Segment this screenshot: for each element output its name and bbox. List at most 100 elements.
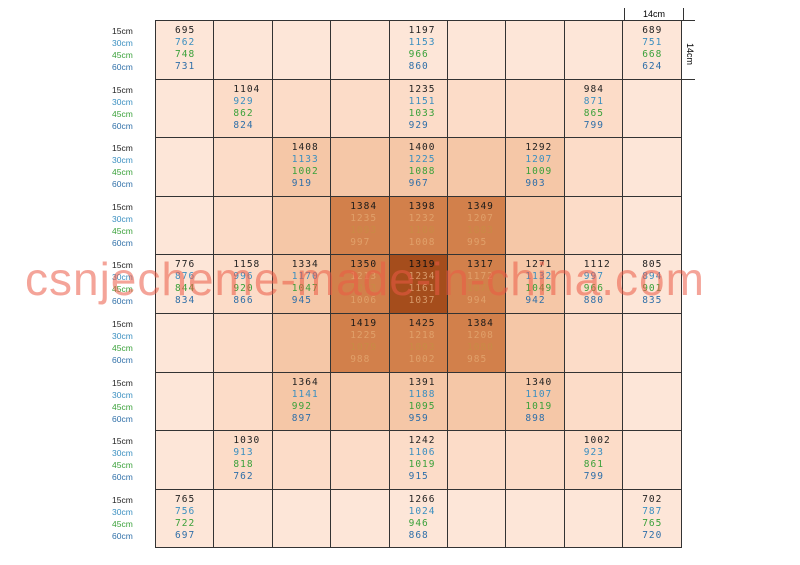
data-label: 624 <box>642 61 663 72</box>
data-label: 1235 <box>350 212 378 224</box>
depth-label: 30cm <box>112 506 133 517</box>
data-label: 1349 <box>467 200 494 212</box>
scale-y-marker: 14cm <box>681 20 695 80</box>
data-label: 871 <box>583 95 604 107</box>
grid-cell <box>563 371 624 432</box>
grid-cell <box>563 488 624 549</box>
grid-cell <box>563 195 624 256</box>
data-label: 1266 <box>408 493 436 505</box>
data-label: 799 <box>583 119 604 131</box>
data-label: 1019 <box>408 459 436 471</box>
data-label: 1213 <box>350 271 378 283</box>
data-label: 1384 <box>350 200 378 212</box>
grid-cell <box>563 78 624 139</box>
data-label: 985 <box>467 354 488 365</box>
depth-label: 15cm <box>112 319 133 329</box>
data-label: 880 <box>583 295 604 307</box>
depth-label: 60cm <box>112 179 133 190</box>
data-label: 997 <box>583 271 604 283</box>
data-label: 946 <box>408 517 429 529</box>
grid-cell <box>447 254 507 314</box>
data-label: 720 <box>642 529 663 541</box>
data-label: 844 <box>175 283 196 295</box>
grid-cell <box>155 20 215 80</box>
data-label: 1100 <box>408 224 436 236</box>
grid-cell <box>388 430 448 490</box>
data-label: 913 <box>233 447 254 459</box>
data-label: 1207 <box>467 212 494 224</box>
data-label: 920 <box>233 283 254 295</box>
data-label: 1002 <box>408 354 436 365</box>
depth-label: 45cm <box>112 460 133 471</box>
data-label: 984 <box>583 83 604 95</box>
grid-cell <box>330 195 390 256</box>
data-label: 866 <box>233 295 254 307</box>
data-label: 1112 <box>583 259 611 271</box>
depth-label: 30cm <box>112 389 133 400</box>
grid-cell <box>330 313 390 373</box>
depth-label: 15cm <box>112 377 133 388</box>
scale-x-label: 14cm <box>642 9 665 19</box>
data-label: 1151 <box>408 95 436 107</box>
grid-cell <box>213 371 273 432</box>
grid-cell <box>271 195 332 256</box>
data-label: 834 <box>175 295 196 307</box>
data-label: 923 <box>583 447 604 459</box>
data-label: 995 <box>467 236 488 248</box>
depth-label: 15cm <box>112 84 133 95</box>
grid-cell <box>213 488 273 549</box>
data-label: 787 <box>642 505 663 517</box>
data-label: 1334 <box>291 259 319 271</box>
grid-cell <box>505 195 565 256</box>
data-label: 765 <box>175 493 196 505</box>
grid-cell <box>563 313 624 373</box>
data-label: 1319 <box>408 259 436 271</box>
data-label: 1398 <box>408 200 436 212</box>
grid-cell <box>622 254 682 314</box>
grid-cell <box>155 195 215 256</box>
scale-x-marker: 14cm <box>624 8 684 20</box>
data-label: 897 <box>291 412 312 424</box>
data-label: 702 <box>642 493 663 505</box>
data-label: 799 <box>583 471 604 483</box>
data-label: 818 <box>233 459 254 471</box>
data-label: 1002 <box>291 166 319 178</box>
grid-cell <box>622 371 682 432</box>
data-label: 1271 <box>525 259 553 271</box>
data-label: 994 <box>467 295 488 307</box>
data-label: 903 <box>525 178 546 190</box>
grid-cell <box>271 137 332 197</box>
depth-label: 60cm <box>112 355 133 365</box>
data-label: 1009 <box>525 166 553 178</box>
data-label: 762 <box>175 37 196 48</box>
data-label: 1141 <box>291 388 319 400</box>
data-label: 1218 <box>408 330 436 341</box>
grid-cell <box>155 371 215 432</box>
data-label: 898 <box>525 412 546 424</box>
data-label: 1408 <box>291 142 319 154</box>
data-label: 1340 <box>525 376 553 388</box>
data-label: 1024 <box>408 505 436 517</box>
grid-cell <box>505 430 565 490</box>
data-label: 966 <box>583 283 604 295</box>
data-label: 765 <box>642 517 663 529</box>
data-label: 1188 <box>408 388 436 400</box>
data-label: 762 <box>233 471 254 483</box>
data-label: 697 <box>175 529 196 541</box>
grid-cell <box>271 313 332 373</box>
data-label: 722 <box>175 517 196 529</box>
data-label: 1049 <box>525 283 553 295</box>
data-label: 868 <box>408 529 429 541</box>
depth-label: 30cm <box>112 448 133 459</box>
data-label: 1364 <box>291 376 319 388</box>
grid-cell <box>155 254 215 314</box>
depth-label: 30cm <box>112 155 133 166</box>
grid-cell <box>388 488 448 549</box>
data-label: 865 <box>583 107 604 119</box>
depth-label: 60cm <box>112 62 133 72</box>
data-label: 1095 <box>408 400 436 412</box>
data-label: 1079 <box>350 342 378 353</box>
grid-cell <box>271 20 332 80</box>
data-label: 776 <box>175 259 196 271</box>
